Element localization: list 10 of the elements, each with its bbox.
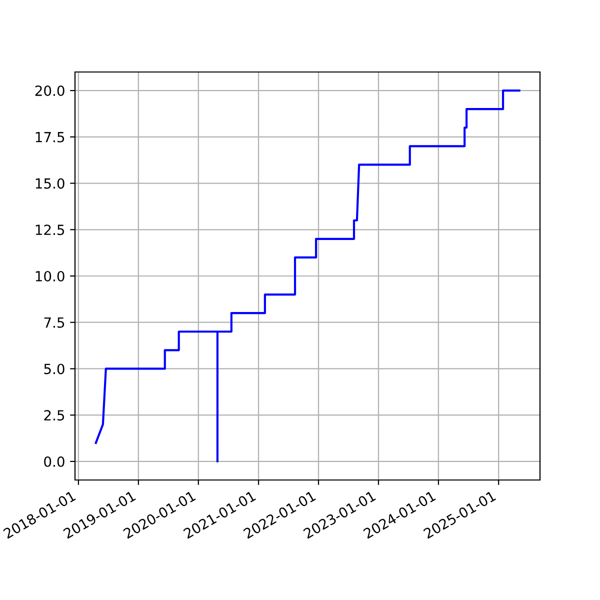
y-tick-label: 10.0: [36, 270, 64, 282]
y-tick-label: 2.5: [44, 410, 64, 421]
y-tick-label: 5.0: [44, 364, 64, 374]
y-tick-label: 17.5: [36, 132, 64, 142]
y-tick-label: 12.5: [36, 224, 64, 236]
y-tick-label: 7.5: [44, 318, 64, 328]
y-tick-label: 0.0: [44, 456, 64, 467]
y-tick-label: 15.0: [36, 178, 64, 189]
y-tick-label: 20.0: [35, 86, 64, 96]
line-series: [94, 90, 520, 462]
